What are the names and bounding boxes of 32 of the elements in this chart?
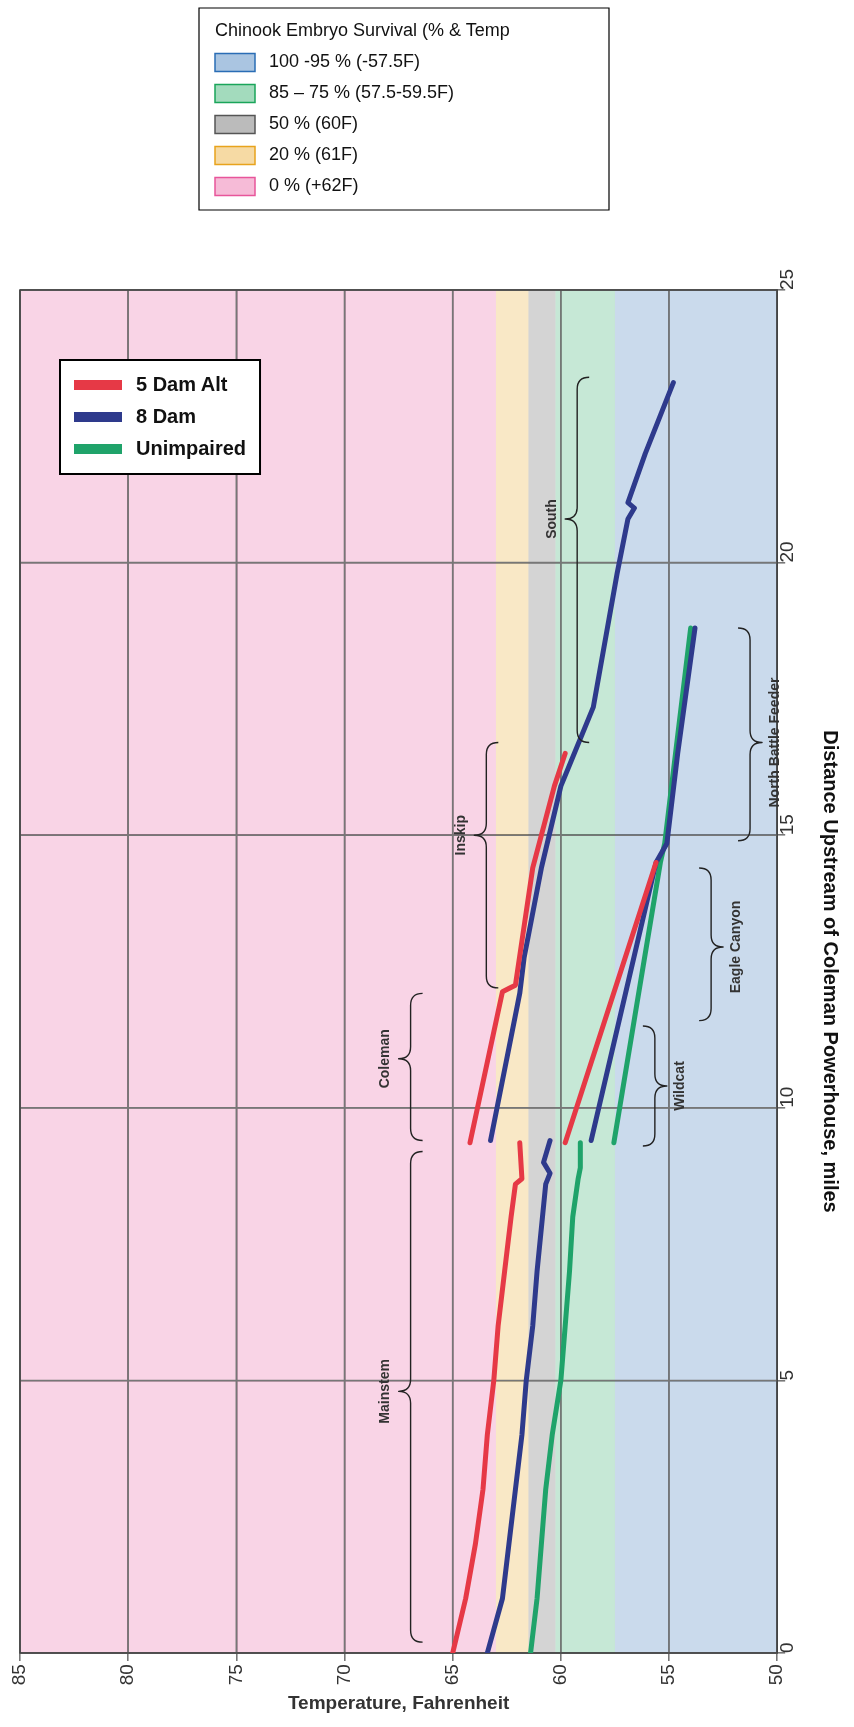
annotation: Coleman xyxy=(376,1029,393,1089)
x-tick-label: 60 xyxy=(549,1664,571,1686)
annotation: Mainstem xyxy=(376,1359,393,1424)
x-axis-title: Temperature, Fahrenheit xyxy=(287,1691,510,1713)
annotation: Inskip xyxy=(452,814,469,856)
y-tick-label: 0 xyxy=(776,1642,798,1654)
x-tick-label: 70 xyxy=(332,1664,354,1686)
annotation: Eagle Canyon xyxy=(726,900,743,994)
legend-title: Chinook Embryo Survival (% & Temp xyxy=(215,20,510,41)
legend-label: 5 Dam Alt xyxy=(136,372,228,395)
legend-label: 85 – 75 % (57.5-59.5F) xyxy=(269,82,455,103)
legend-label: 100 -95 % (-57.5F) xyxy=(269,51,421,72)
x-tick-label: 55 xyxy=(657,1664,679,1686)
legend-label: 20 % (61F) xyxy=(269,144,359,165)
annotation: Wildcat xyxy=(670,1060,687,1111)
x-tick-label: 85 xyxy=(8,1664,30,1686)
legend-label: 50 % (60F) xyxy=(269,113,359,134)
y-tick-label: 20 xyxy=(776,541,798,563)
y-tick-label: 15 xyxy=(776,814,798,836)
x-tick-label: 65 xyxy=(440,1664,462,1686)
legend-label: Unimpaired xyxy=(136,436,247,459)
y-axis-title: Distance Upstream of Coleman Powerhouse, miles xyxy=(820,730,843,1213)
annotation: North Battle Feeder xyxy=(765,677,782,808)
annotation: South xyxy=(543,499,560,539)
y-tick-label: 25 xyxy=(776,268,798,290)
y-tick-label: 10 xyxy=(776,1086,798,1108)
x-tick-label: 75 xyxy=(224,1664,246,1686)
legend-label: 8 Dam xyxy=(136,404,197,427)
x-tick-label: 80 xyxy=(116,1664,138,1686)
x-tick-label: 50 xyxy=(765,1664,787,1686)
y-tick-label: 5 xyxy=(776,1369,798,1381)
legend-label: 0 % (+62F) xyxy=(269,175,359,196)
